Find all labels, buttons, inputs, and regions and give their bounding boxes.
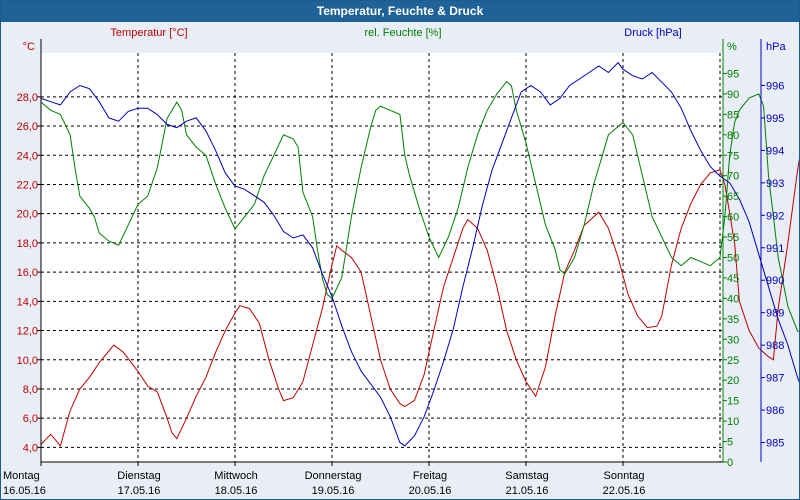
axes xyxy=(37,39,765,466)
pressure-tick-label: 996 xyxy=(766,80,784,92)
pressure-line xyxy=(40,61,799,447)
humidity-tick-label: 95 xyxy=(727,68,739,80)
x-weekday-label: Sonntag xyxy=(604,470,645,482)
humidity-tick-label: 40 xyxy=(727,293,739,305)
pressure-tick-label: 986 xyxy=(766,405,784,417)
humidity-tick-label: 65 xyxy=(727,191,739,203)
humidity-tick-label: 15 xyxy=(727,396,739,408)
temperature-tick-label: 26,0 xyxy=(17,121,38,133)
humidity-unit: % xyxy=(727,41,737,53)
temperature-tick-label: 16,0 xyxy=(17,267,38,279)
temperature-tick-label: 4,0 xyxy=(23,442,38,454)
humidity-tick-label: 70 xyxy=(727,171,739,183)
pressure-tick-label: 987 xyxy=(766,373,784,385)
humidity-tick-label: 45 xyxy=(727,273,739,285)
temperature-tick-label: 20,0 xyxy=(17,209,38,221)
pressure-tick-label: 988 xyxy=(766,340,784,352)
x-date-label: 18.05.16 xyxy=(215,485,258,497)
humidity-axis-title: rel. Feuchte [%] xyxy=(364,27,441,39)
x-date-label: 16.05.16 xyxy=(3,485,46,497)
temperature-unit: °C xyxy=(23,41,35,53)
x-date-label: 19.05.16 xyxy=(312,485,355,497)
pressure-unit: hPa xyxy=(766,41,786,53)
pressure-tick-label: 994 xyxy=(766,145,784,157)
axis-labels: 4,0 6,0 8,0 10,0 12,0 14,0 16,0 18,0 20,0 22,0 24,… xyxy=(3,27,786,497)
humidity-tick-label: 50 xyxy=(727,253,739,265)
grid xyxy=(41,53,723,462)
humidity-tick-label: 75 xyxy=(727,150,739,162)
temperature-tick-label: 14,0 xyxy=(17,296,38,308)
humidity-tick-label: 35 xyxy=(727,314,739,326)
pressure-tick-label: 990 xyxy=(766,275,784,287)
humidity-tick-label: 85 xyxy=(727,109,739,121)
temperature-line xyxy=(40,158,799,447)
x-weekday-label: Montag xyxy=(3,470,40,482)
temperature-tick-label: 12,0 xyxy=(17,326,38,338)
pressure-tick-label: 989 xyxy=(766,308,784,320)
x-weekday-label: Mittwoch xyxy=(214,470,257,482)
temperature-tick-label: 6,0 xyxy=(23,413,38,425)
temperature-tick-label: 8,0 xyxy=(23,384,38,396)
pressure-tick-label: 991 xyxy=(766,243,784,255)
x-weekday-label: Samstag xyxy=(505,470,548,482)
pressure-tick-label: 992 xyxy=(766,210,784,222)
temperature-tick-label: 10,0 xyxy=(17,355,38,367)
temperature-axis-title: Temperatur [°C] xyxy=(110,27,187,39)
pressure-axis-title: Druck [hPa] xyxy=(624,27,681,39)
humidity-tick-label: 25 xyxy=(727,355,739,367)
x-weekday-label: Donnerstag xyxy=(305,470,362,482)
temperature-tick-label: 22,0 xyxy=(17,179,38,191)
humidity-tick-label: 30 xyxy=(727,334,739,346)
x-weekday-label: Dienstag xyxy=(117,470,160,482)
humidity-tick-label: 20 xyxy=(727,375,739,387)
temperature-tick-label: 24,0 xyxy=(17,150,38,162)
temperature-tick-label: 28,0 xyxy=(17,92,38,104)
series-lines xyxy=(40,61,799,447)
pressure-tick-label: 995 xyxy=(766,113,784,125)
humidity-tick-label: 80 xyxy=(727,130,739,142)
x-date-label: 21.05.16 xyxy=(506,485,549,497)
humidity-tick-label: 90 xyxy=(727,89,739,101)
window-title: Temperatur, Feuchte & Druck xyxy=(1,1,799,22)
humidity-tick-label: 10 xyxy=(727,416,739,428)
temperature-tick-label: 18,0 xyxy=(17,238,38,250)
pressure-tick-label: 985 xyxy=(766,438,784,450)
x-weekday-label: Freitag xyxy=(413,470,447,482)
x-date-label: 20.05.16 xyxy=(409,485,452,497)
pressure-tick-label: 993 xyxy=(766,178,784,190)
humidity-line xyxy=(40,80,799,332)
humidity-tick-label: 60 xyxy=(727,212,739,224)
plot-area xyxy=(41,53,723,462)
humidity-tick-label: 0 xyxy=(727,457,733,469)
x-date-label: 22.05.16 xyxy=(603,485,646,497)
humidity-tick-label: 5 xyxy=(727,437,733,449)
humidity-tick-label: 55 xyxy=(727,232,739,244)
x-date-label: 17.05.16 xyxy=(118,485,161,497)
